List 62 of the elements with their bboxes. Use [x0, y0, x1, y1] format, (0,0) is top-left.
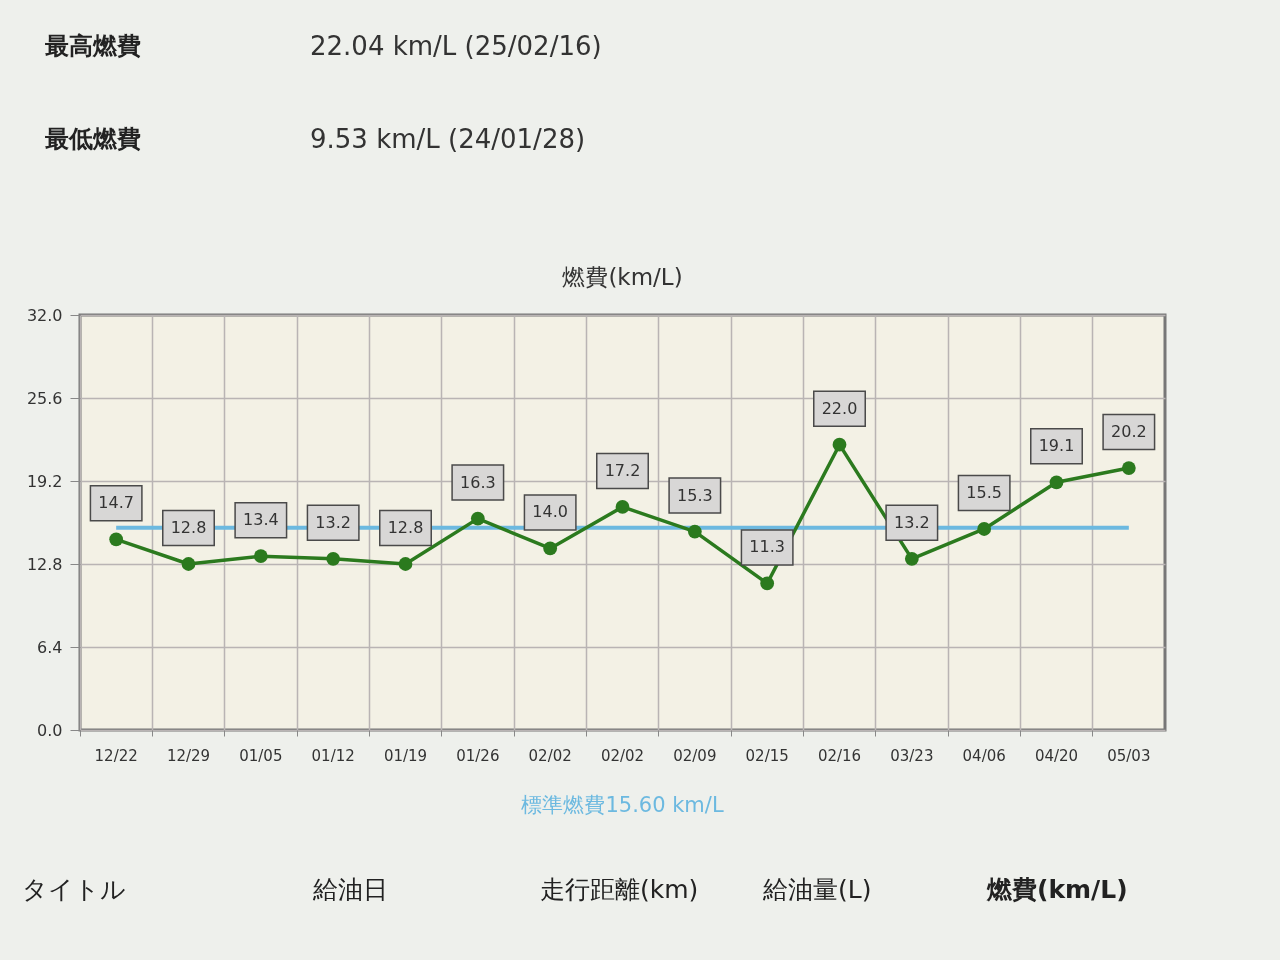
point — [543, 541, 558, 556]
point — [760, 576, 775, 591]
y-tick-label: 32.0 — [26, 305, 63, 325]
data-label: 14.0 — [532, 502, 568, 522]
data-label: 12.8 — [170, 518, 207, 537]
point — [1049, 475, 1064, 490]
point — [181, 557, 196, 571]
data-label: 12.8 — [387, 518, 424, 537]
text: 最低燃費 — [44, 125, 141, 153]
data-label: 13.2 — [894, 512, 930, 532]
point — [398, 557, 413, 571]
x-tick-label: 01/05 — [239, 746, 283, 765]
x-tick-label: 01/19 — [383, 746, 428, 765]
x-tick-label: 04/20 — [1034, 746, 1079, 765]
x-tick-label: 02/02 — [528, 746, 572, 765]
y-tick-label: 0.0 — [37, 720, 63, 740]
point — [904, 551, 919, 566]
x-tick-label: 04/06 — [962, 746, 1006, 765]
data-label: 15.5 — [966, 482, 1002, 502]
y-tick-label: 25.6 — [26, 388, 63, 408]
point — [109, 532, 124, 547]
data-label: 19.1 — [1038, 436, 1075, 456]
data-label: 11.3 — [749, 537, 785, 557]
x-tick-label: 02/02 — [600, 746, 645, 765]
text: タイトル — [22, 875, 126, 904]
x-tick-label: 12/22 — [94, 746, 138, 765]
text: 走行距離(km) — [540, 875, 699, 904]
point — [615, 500, 630, 514]
point — [470, 511, 485, 526]
point — [253, 549, 268, 564]
x-tick-label: 05/03 — [1107, 746, 1151, 765]
data-label: 16.3 — [460, 472, 496, 492]
point — [1121, 461, 1136, 475]
chart-title: 燃費(km/L) — [562, 264, 683, 290]
data-label: 22.0 — [821, 398, 858, 418]
point — [326, 551, 341, 566]
text: 燃費(km/L) — [986, 875, 1128, 904]
data-label: 15.3 — [677, 485, 713, 505]
text: 給油量(L) — [762, 875, 872, 904]
x-tick-label: 12/29 — [166, 746, 211, 765]
y-tick-label: 19.2 — [26, 471, 63, 491]
text: 最高燃費 — [44, 32, 141, 60]
data-label: 20.2 — [1111, 422, 1147, 442]
data-label: 17.2 — [604, 460, 641, 480]
y-tick-label: 12.8 — [26, 554, 63, 574]
x-tick-label: 02/16 — [817, 746, 862, 765]
data-label: 13.4 — [243, 510, 279, 530]
x-tick-label: 01/12 — [311, 746, 355, 765]
text: 22.04 km/L (25/02/16) — [310, 31, 602, 61]
text: 給油日 — [312, 875, 388, 904]
point — [687, 524, 702, 539]
x-tick-label: 02/15 — [745, 746, 789, 765]
ref-line-label: 標準燃費15.60 km/L — [521, 793, 724, 817]
data-label: 13.2 — [315, 512, 351, 532]
x-tick-label: 02/09 — [673, 746, 717, 765]
point — [832, 437, 847, 452]
text: 9.53 km/L (24/01/28) — [310, 124, 586, 154]
x-tick-label: 01/26 — [456, 746, 500, 765]
y-tick-label: 6.4 — [37, 637, 63, 657]
point — [977, 522, 992, 536]
x-tick-label: 03/23 — [890, 746, 934, 765]
data-label: 14.7 — [98, 493, 134, 513]
